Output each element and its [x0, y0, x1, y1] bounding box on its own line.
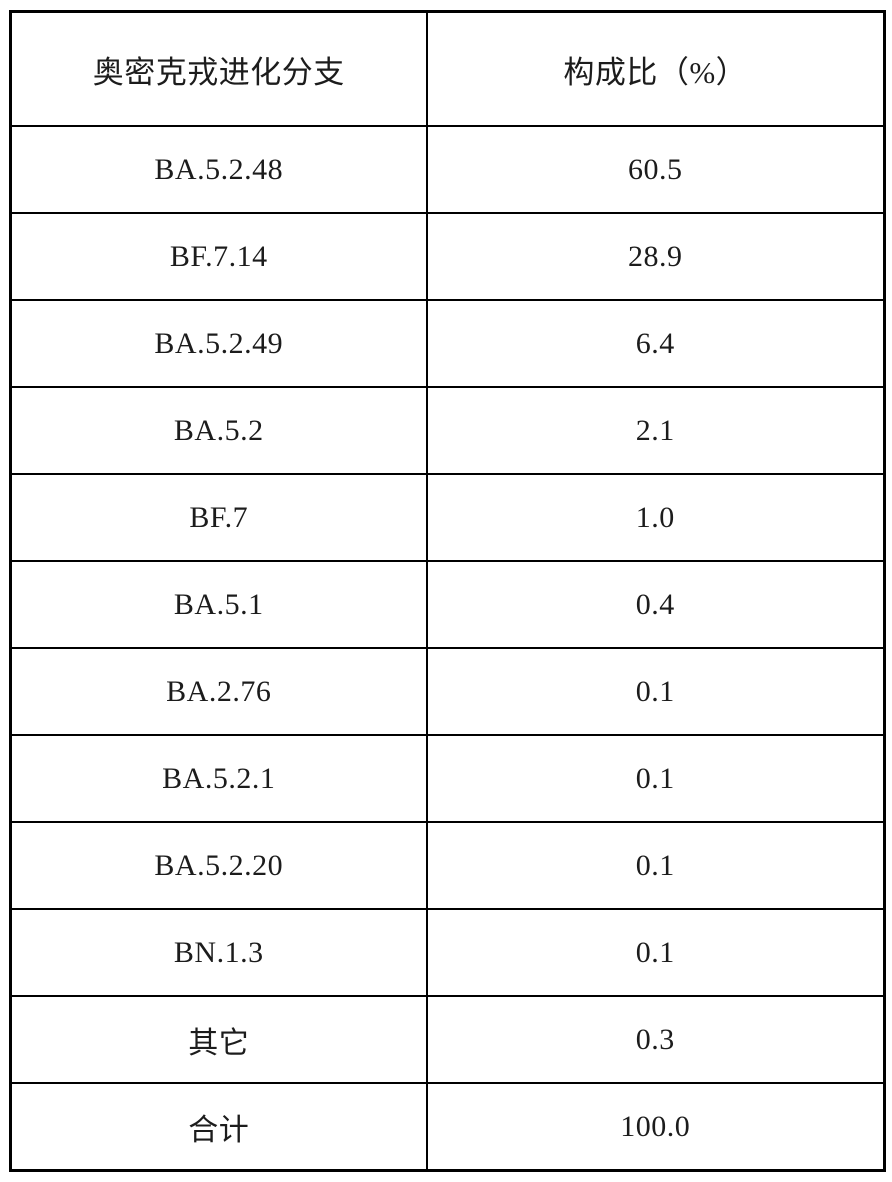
ratio-cell: 0.1: [425, 821, 886, 910]
table-row: BA.5.2.1 0.1: [9, 734, 886, 823]
branch-cell: BA.5.2.20: [9, 821, 428, 910]
ratio-cell: 6.4: [425, 299, 886, 388]
table-row: BA.2.76 0.1: [9, 647, 886, 736]
column-header-ratio: 构成比（%）: [425, 10, 886, 127]
header-row: 奥密克戎进化分支 构成比（%）: [9, 10, 886, 127]
table-row: 合计 100.0: [9, 1082, 886, 1172]
branch-cell: 合计: [9, 1082, 428, 1172]
table-row: BF.7.14 28.9: [9, 212, 886, 301]
table-row: BA.5.2 2.1: [9, 386, 886, 475]
table-row: BA.5.2.49 6.4: [9, 299, 886, 388]
ratio-cell: 0.1: [425, 647, 886, 736]
branch-cell: BA.5.2.1: [9, 734, 428, 823]
table-row: BA.5.2.48 60.5: [9, 125, 886, 214]
ratio-cell: 0.3: [425, 995, 886, 1084]
ratio-cell: 0.1: [425, 908, 886, 997]
column-header-branch: 奥密克戎进化分支: [9, 10, 428, 127]
table-row: 其它 0.3: [9, 995, 886, 1084]
ratio-cell: 100.0: [425, 1082, 886, 1172]
ratio-cell: 2.1: [425, 386, 886, 475]
branch-cell: BF.7: [9, 473, 428, 562]
table-row: BF.7 1.0: [9, 473, 886, 562]
branch-cell: BA.5.2.48: [9, 125, 428, 214]
branch-cell: BA.5.2: [9, 386, 428, 475]
branch-cell: BN.1.3: [9, 908, 428, 997]
table-row: BA.5.2.20 0.1: [9, 821, 886, 910]
branch-cell: BA.5.1: [9, 560, 428, 649]
ratio-cell: 1.0: [425, 473, 886, 562]
table-row: BA.5.1 0.4: [9, 560, 886, 649]
table-row: BN.1.3 0.1: [9, 908, 886, 997]
branch-cell: 其它: [9, 995, 428, 1084]
branch-cell: BA.5.2.49: [9, 299, 428, 388]
branch-cell: BF.7.14: [9, 212, 428, 301]
ratio-cell: 0.4: [425, 560, 886, 649]
ratio-cell: 0.1: [425, 734, 886, 823]
ratio-cell: 28.9: [425, 212, 886, 301]
omicron-branch-composition-table: 奥密克戎进化分支 构成比（%） BA.5.2.48 60.5 BF.7.14 28.9…: [9, 10, 886, 1172]
branch-cell: BA.2.76: [9, 647, 428, 736]
ratio-cell: 60.5: [425, 125, 886, 214]
